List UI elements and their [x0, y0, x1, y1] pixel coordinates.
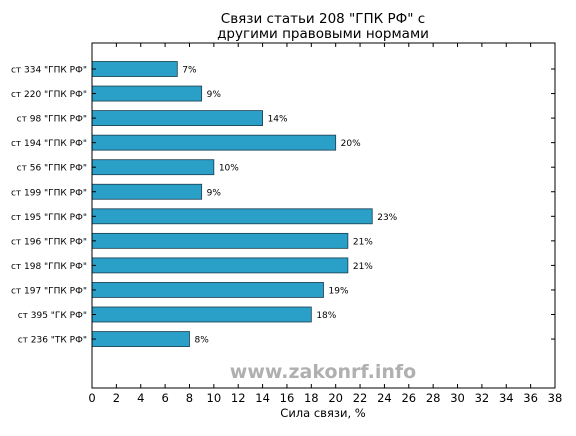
- x-tick-label: 20: [328, 391, 343, 405]
- value-label: 21%: [353, 262, 373, 272]
- x-tick-label: 24: [377, 391, 392, 405]
- value-label: 21%: [353, 237, 373, 247]
- category-label: ст 195 "ГПК РФ": [11, 213, 87, 223]
- x-tick-label: 18: [304, 391, 319, 405]
- x-tick-label: 12: [231, 391, 246, 405]
- x-tick-label: 28: [426, 391, 441, 405]
- bar: [91, 282, 324, 298]
- category-label: ст 194 "ГПК РФ": [11, 139, 87, 149]
- category-label: ст 199 "ГПК РФ": [11, 188, 87, 198]
- x-tick-label: 14: [255, 391, 270, 405]
- x-tick-label: 38: [548, 391, 563, 405]
- chart-title-line1: Связи статьи 208 "ГПК РФ" с: [221, 11, 425, 27]
- watermark: www.zakonrf.info: [230, 361, 416, 383]
- category-label: ст 334 "ГПК РФ": [11, 66, 87, 76]
- x-tick-label: 26: [401, 391, 416, 405]
- category-label: ст 98 "ГПК РФ": [17, 115, 87, 125]
- bar: [91, 257, 349, 274]
- value-label: 8%: [194, 336, 209, 346]
- x-tick-label: 32: [475, 391, 490, 405]
- value-label: 18%: [316, 311, 336, 321]
- category-label: ст 220 "ГПК РФ": [11, 90, 87, 100]
- x-tick-label: 8: [186, 391, 193, 405]
- bar: [91, 61, 178, 77]
- bar: [91, 208, 373, 225]
- x-axis-label: Сила связи, %: [280, 406, 365, 420]
- value-label: 19%: [329, 286, 349, 296]
- x-tick-label: 22: [353, 391, 368, 405]
- x-tick-label: 10: [207, 391, 222, 405]
- value-label: 7%: [182, 66, 197, 76]
- x-tick-label: 6: [161, 391, 168, 405]
- y-categories: ст 334 "ГПК РФ" ст 220 "ГПК РФ" ст 98 "ГПК…: [11, 66, 555, 346]
- value-label: 23%: [377, 213, 397, 223]
- x-tick-label: 36: [523, 391, 538, 405]
- value-label: 9%: [207, 188, 222, 198]
- category-label: ст 198 "ГПК РФ": [11, 262, 87, 272]
- bar: [91, 159, 215, 176]
- x-ticks: 0 2 4 6 8 10 12 14 16 18 20 22 24 26 28 30 32 34 36 38: [88, 43, 562, 405]
- bar: [91, 134, 337, 151]
- bar: [91, 110, 263, 126]
- x-tick-label: 34: [499, 391, 514, 405]
- category-label: ст 56 "ГПК РФ": [17, 164, 87, 174]
- data-labels: 7% 9% 14% 20% 10% 9% 23% 21% 21% 19% 18% 8%: [182, 66, 397, 346]
- bar: [91, 85, 203, 102]
- value-label: 10%: [219, 164, 239, 174]
- bars-layer: [91, 61, 373, 347]
- x-tick-label: 0: [88, 391, 95, 405]
- bar: [91, 232, 349, 249]
- category-label: ст 395 "ГК РФ": [18, 311, 87, 321]
- x-tick-label: 16: [280, 391, 295, 405]
- x-tick-label: 30: [450, 391, 465, 405]
- value-label: 9%: [207, 90, 222, 100]
- plot-frame: [91, 42, 556, 389]
- chart-title-line2: другими правовыми нормами: [217, 26, 429, 42]
- x-tick-label: 4: [137, 391, 144, 405]
- bar: [91, 183, 203, 200]
- value-label: 20%: [341, 139, 361, 149]
- x-tick-label: 2: [113, 391, 120, 405]
- category-label: ст 197 "ГПК РФ": [11, 286, 87, 296]
- bar: [91, 306, 312, 323]
- value-label: 14%: [268, 115, 288, 125]
- category-label: ст 196 "ГПК РФ": [11, 237, 87, 247]
- category-label: ст 236 "ТК РФ": [18, 336, 87, 346]
- bar: [91, 331, 190, 347]
